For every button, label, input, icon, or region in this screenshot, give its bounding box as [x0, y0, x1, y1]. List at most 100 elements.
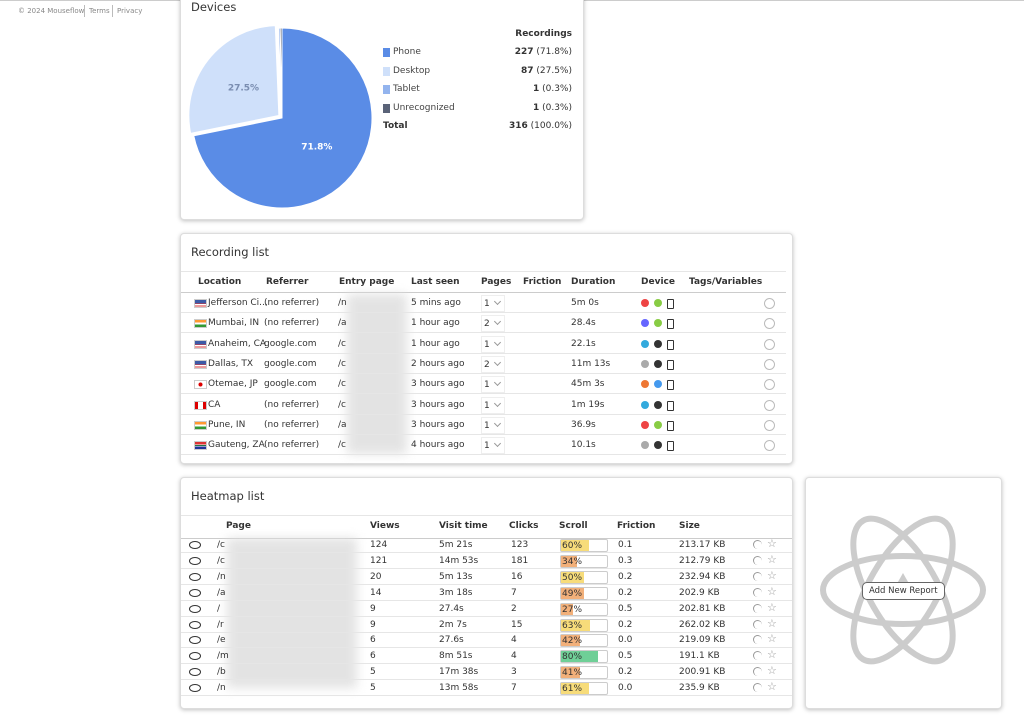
- pie-slice: [188, 25, 280, 134]
- share-icon[interactable]: [753, 667, 762, 677]
- scroll-track: 60%: [560, 539, 608, 552]
- play-button[interactable]: [764, 318, 775, 330]
- star-icon[interactable]: ☆: [767, 584, 777, 598]
- card-title: Recording list: [191, 245, 270, 259]
- device-icon: [667, 299, 674, 309]
- legend-label: Phone: [393, 47, 421, 57]
- column-header: Pages: [481, 277, 512, 287]
- play-button[interactable]: [764, 399, 775, 411]
- share-icon[interactable]: [753, 635, 762, 645]
- duration: 5m 0s: [571, 298, 599, 308]
- view-icon[interactable]: [189, 668, 201, 677]
- scroll-track: 27%: [560, 602, 608, 616]
- terms-link[interactable]: Terms: [84, 5, 110, 17]
- total-share: (100.0%): [530, 121, 572, 131]
- referrer: (no referrer): [264, 318, 320, 329]
- friction: 0.5: [618, 651, 633, 662]
- column-header: Tags/Variables: [689, 277, 763, 287]
- scroll-label: 50%: [562, 572, 583, 583]
- star-icon[interactable]: ☆: [767, 568, 777, 582]
- device-icon: [667, 359, 674, 370]
- size: 202.9 KB: [679, 587, 720, 598]
- dropdown-caret: [493, 440, 502, 448]
- device-icon: [654, 299, 662, 307]
- view-icon[interactable]: [189, 604, 201, 613]
- view-icon[interactable]: [189, 652, 201, 661]
- view-icon[interactable]: [189, 541, 201, 549]
- row-separator: [181, 413, 786, 415]
- star-icon[interactable]: ☆: [767, 537, 777, 550]
- scroll-track: 61%: [560, 682, 608, 696]
- scroll-bar: [561, 555, 577, 567]
- star-icon[interactable]: ☆: [767, 664, 777, 678]
- scroll-bar: [561, 635, 581, 647]
- star-icon[interactable]: ☆: [767, 632, 777, 646]
- view-icon[interactable]: [189, 556, 201, 565]
- star-icon[interactable]: ☆: [767, 616, 777, 630]
- total-label: Total: [383, 121, 408, 131]
- row-separator: [181, 583, 792, 585]
- duration: 45m 3s: [571, 379, 605, 390]
- last-seen: 3 hours ago: [411, 399, 465, 410]
- column-header: Entry page: [339, 277, 395, 287]
- last-seen: 3 hours ago: [411, 379, 465, 390]
- page: /b: [217, 667, 226, 678]
- privacy-link[interactable]: Privacy: [112, 5, 142, 17]
- row-separator: [181, 312, 786, 313]
- clicks: 3: [511, 667, 517, 678]
- dropdown-caret: [493, 297, 502, 306]
- star-icon[interactable]: ☆: [767, 680, 777, 694]
- share-icon[interactable]: [753, 587, 762, 597]
- star-icon[interactable]: ☆: [767, 648, 777, 662]
- scroll-track: 80%: [560, 650, 608, 664]
- scroll-label: 41%: [562, 668, 583, 679]
- view-icon[interactable]: [189, 684, 201, 693]
- share-icon[interactable]: [753, 683, 762, 693]
- location: Mumbai, IN: [208, 318, 260, 329]
- play-button[interactable]: [764, 338, 775, 350]
- star-icon[interactable]: ☆: [767, 552, 777, 566]
- share-icon[interactable]: [753, 619, 762, 629]
- share-icon[interactable]: [753, 571, 762, 581]
- share-icon[interactable]: [753, 651, 762, 661]
- page: /e: [217, 635, 226, 646]
- scroll-label: 80%: [562, 652, 583, 663]
- star-icon[interactable]: ☆: [767, 600, 777, 614]
- recording-share: (71.8%): [536, 47, 572, 57]
- share-icon[interactable]: [753, 540, 762, 549]
- play-button[interactable]: [764, 440, 775, 452]
- share-icon[interactable]: [753, 603, 762, 613]
- legend-value: 87 (27.5%): [521, 65, 572, 77]
- view-icon[interactable]: [189, 588, 201, 597]
- scroll-track: 50%: [560, 570, 608, 584]
- view-icon[interactable]: [189, 636, 201, 645]
- pages-select: 1: [481, 335, 505, 353]
- column-header: Size: [679, 521, 700, 531]
- view-icon[interactable]: [189, 572, 201, 581]
- share-icon[interactable]: [753, 555, 762, 565]
- column-header: Views: [370, 521, 400, 531]
- legend-swatch: [383, 48, 390, 57]
- column-header: Referrer: [266, 277, 309, 287]
- play-button[interactable]: [764, 419, 775, 431]
- scroll-bar: [561, 683, 590, 695]
- view-icon[interactable]: [189, 620, 201, 629]
- add-report-button[interactable]: Add New Report: [862, 582, 945, 600]
- views: 6: [370, 651, 376, 662]
- play-button[interactable]: [764, 298, 775, 309]
- dropdown-caret: [493, 318, 502, 326]
- pages: 1: [484, 420, 490, 431]
- play-button[interactable]: [764, 379, 775, 391]
- scroll-track: 49%: [560, 586, 608, 600]
- scroll-label: 61%: [562, 684, 583, 695]
- play-button[interactable]: [764, 358, 775, 370]
- last-seen: 3 hours ago: [411, 419, 465, 430]
- referrer: (no referrer): [264, 419, 320, 430]
- flag-icon: [194, 299, 207, 308]
- scroll-bar: [561, 587, 584, 599]
- views: 124: [370, 540, 388, 550]
- column-header: Location: [198, 277, 242, 287]
- views: 20: [370, 571, 382, 582]
- dropdown-caret: [493, 419, 502, 427]
